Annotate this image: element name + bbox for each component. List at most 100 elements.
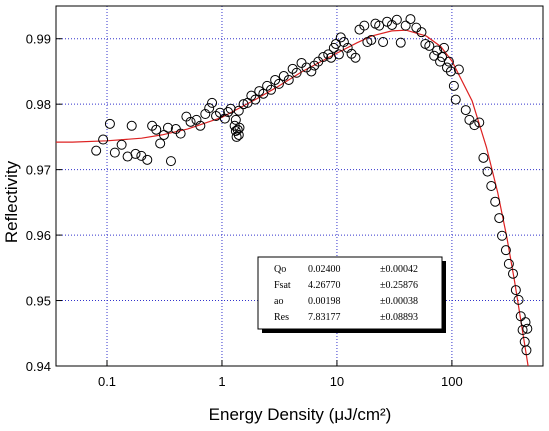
data-point — [116, 139, 127, 150]
data-point — [225, 103, 236, 114]
data-point — [231, 131, 242, 142]
data-point — [207, 97, 218, 108]
data-point — [437, 52, 448, 63]
table-cell: ±0.08893 — [380, 312, 418, 323]
x-axis-label: Energy Density (μJ/cm²) — [209, 405, 392, 424]
data-point — [318, 52, 329, 63]
data-point — [432, 45, 443, 56]
data-point — [195, 120, 206, 131]
data-point — [142, 154, 153, 165]
fit-table — [257, 256, 443, 330]
data-point — [486, 181, 497, 191]
data-point — [439, 42, 450, 53]
data-point — [130, 148, 141, 159]
table-cell: ±0.25876 — [380, 280, 418, 291]
table-cell: 4.26770 — [308, 280, 341, 291]
data-point — [266, 84, 277, 95]
table-cell: 0.02400 — [308, 264, 341, 275]
data-point — [443, 56, 454, 67]
data-point — [330, 38, 341, 49]
data-point — [474, 117, 485, 128]
data-point — [520, 317, 531, 328]
data-point — [338, 37, 349, 47]
data-point — [522, 323, 533, 334]
data-point — [441, 62, 452, 73]
data-point — [270, 74, 281, 85]
data-point — [391, 14, 402, 25]
table-cell: Res — [274, 312, 289, 323]
data-point — [494, 213, 505, 224]
data-point — [453, 64, 464, 75]
data-point — [521, 345, 532, 356]
data-point — [98, 134, 109, 145]
data-point — [400, 20, 411, 31]
data-point — [151, 124, 162, 135]
data-point — [165, 156, 176, 167]
data-point — [469, 120, 480, 131]
data-point — [104, 118, 115, 129]
data-point — [460, 105, 471, 116]
table-cell: Qo — [274, 264, 286, 275]
data-point — [333, 49, 344, 60]
y-tick-label: 0.94 — [26, 359, 51, 374]
data-point — [291, 67, 302, 78]
data-point — [513, 294, 524, 305]
data-point — [429, 50, 440, 61]
data-point — [238, 99, 249, 110]
plot-frame — [55, 5, 544, 367]
data-point — [503, 258, 514, 269]
data-point — [109, 147, 120, 158]
data-point — [378, 37, 389, 47]
data-point — [287, 63, 298, 74]
y-tick-label: 0.99 — [26, 32, 51, 47]
data-point — [405, 14, 416, 25]
data-point — [350, 52, 361, 63]
data-point — [478, 152, 489, 163]
data-point — [91, 145, 102, 156]
data-point — [155, 138, 166, 149]
data-point — [395, 37, 406, 48]
data-point — [283, 74, 294, 85]
data-point — [445, 66, 456, 77]
data-point — [497, 230, 508, 241]
table-cell: ao — [274, 296, 283, 307]
data-point — [214, 107, 225, 118]
data-point — [162, 122, 173, 133]
x-tick-label: 10 — [330, 374, 344, 389]
data-point — [323, 49, 334, 60]
y-axis-label: Reflectivity — [2, 160, 21, 243]
x-tick-label: 0.1 — [98, 374, 116, 389]
table-cell: 7.83177 — [308, 312, 341, 323]
data-point — [262, 80, 273, 91]
data-point — [374, 20, 385, 31]
data-point — [258, 88, 269, 99]
data-point — [273, 78, 284, 89]
table-cell: ±0.00038 — [380, 296, 418, 307]
y-tick-label: 0.97 — [26, 163, 51, 178]
data-point — [424, 40, 435, 51]
y-tick-label: 0.96 — [26, 228, 51, 243]
data-point — [219, 113, 230, 124]
data-point — [191, 114, 202, 125]
data-point — [482, 166, 493, 177]
data-point — [175, 128, 186, 139]
data-point — [359, 20, 370, 31]
data-point — [223, 107, 234, 118]
table-cell: Fsat — [274, 280, 291, 291]
data-point — [230, 114, 241, 125]
x-tick-label: 1 — [218, 374, 225, 389]
table-cell: 0.00198 — [308, 296, 341, 307]
data-point — [382, 16, 393, 27]
y-tick-label: 0.95 — [26, 294, 51, 309]
fit-line — [56, 29, 529, 367]
data-point — [204, 103, 215, 114]
data-point — [411, 22, 422, 33]
data-point — [464, 114, 475, 125]
table-cell: ±0.00042 — [380, 264, 418, 275]
data-point — [508, 268, 519, 279]
data-point — [490, 196, 501, 207]
data-point — [510, 285, 521, 296]
data-point — [126, 120, 137, 131]
data-point — [448, 80, 459, 91]
